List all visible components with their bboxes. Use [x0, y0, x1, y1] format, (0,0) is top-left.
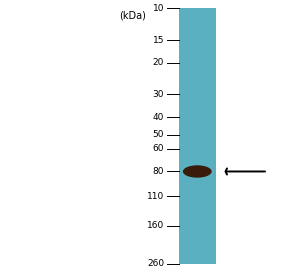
Text: 40: 40 [153, 112, 164, 122]
Text: 30: 30 [153, 90, 164, 99]
Text: 110: 110 [147, 192, 164, 201]
Bar [179, 8, 216, 264]
Text: 80: 80 [153, 167, 164, 176]
Text: 50: 50 [153, 130, 164, 139]
Text: 260: 260 [147, 260, 164, 268]
Text: 10: 10 [153, 4, 164, 13]
Text: 15: 15 [153, 35, 164, 45]
Text: 160: 160 [147, 221, 164, 230]
Text: (kDa): (kDa) [119, 11, 146, 21]
Text: 20: 20 [153, 58, 164, 67]
Text: 60: 60 [153, 144, 164, 153]
Ellipse shape [183, 165, 212, 178]
